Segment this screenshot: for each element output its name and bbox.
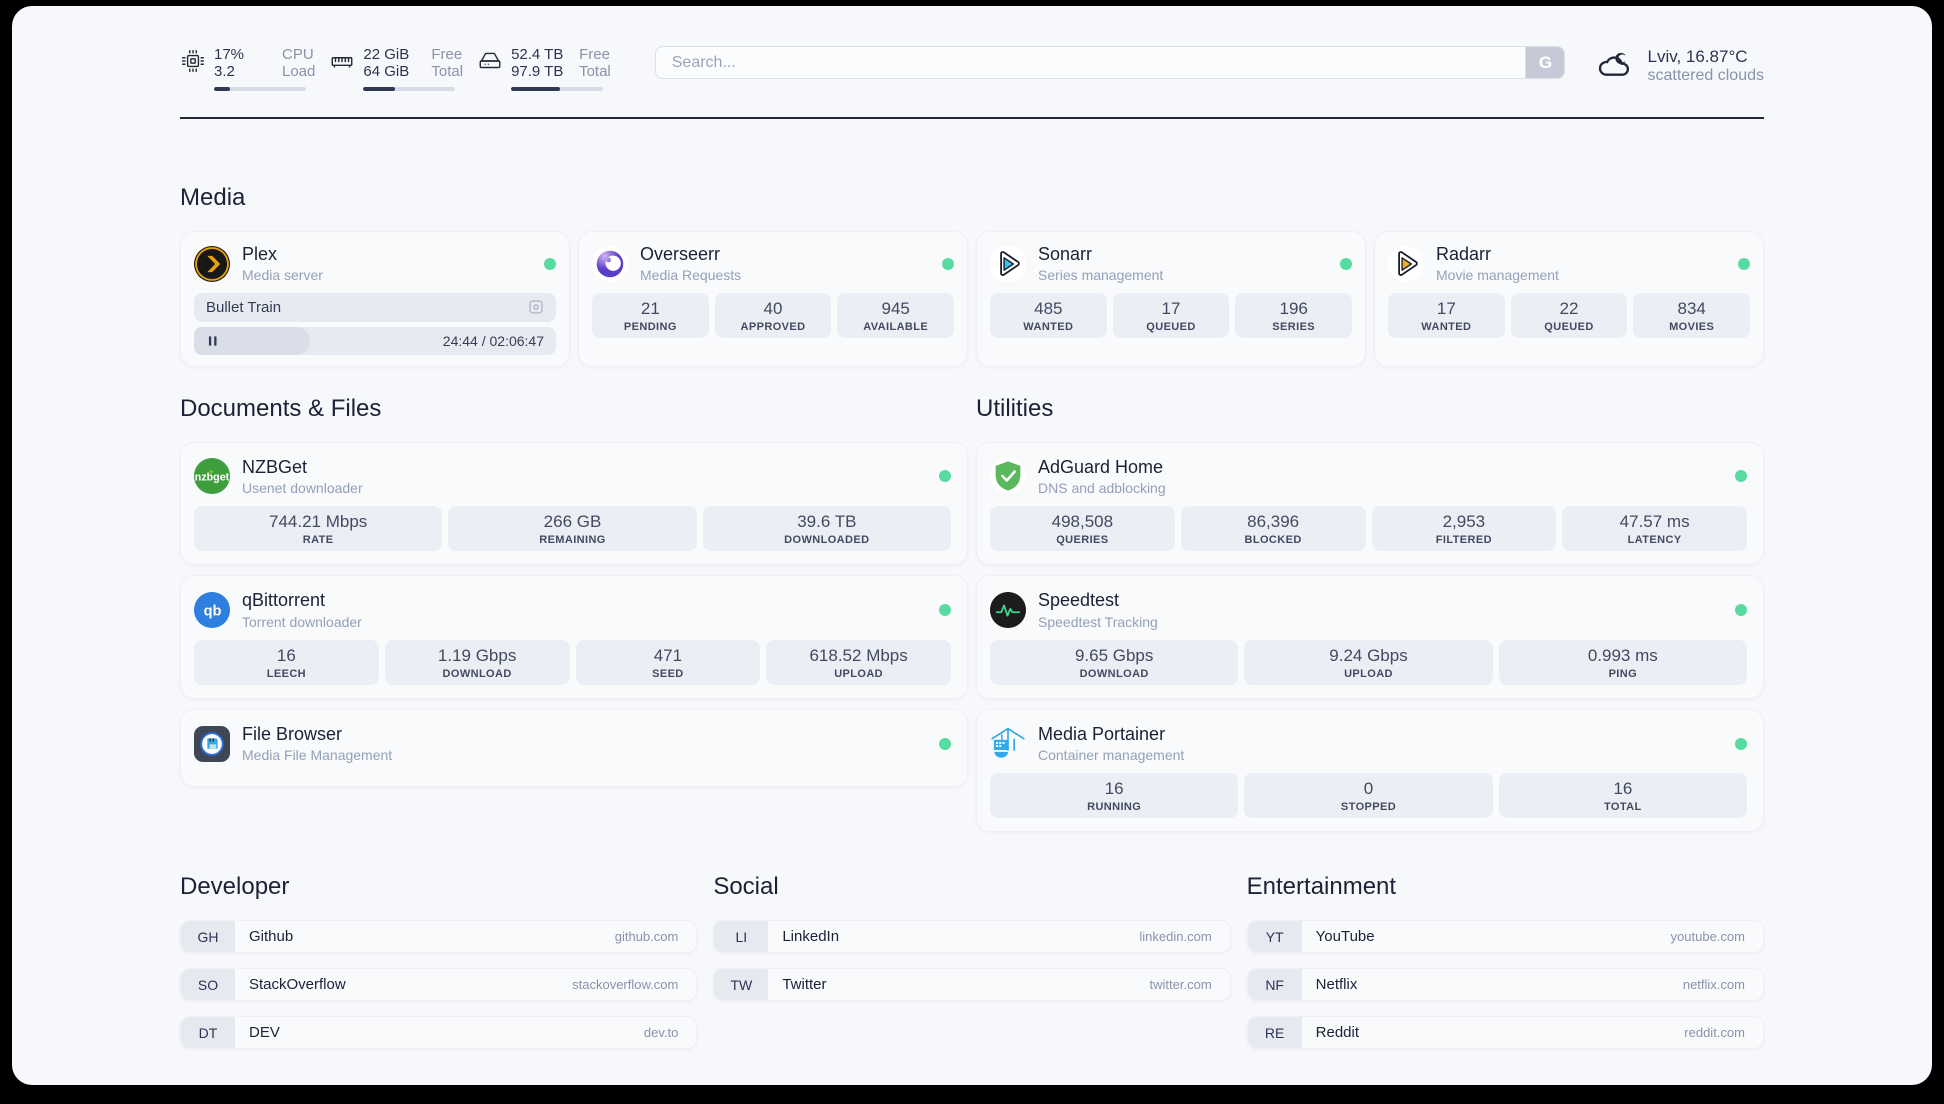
svg-text:qb: qb	[204, 604, 222, 620]
svg-text:nzbget: nzbget	[195, 472, 230, 484]
